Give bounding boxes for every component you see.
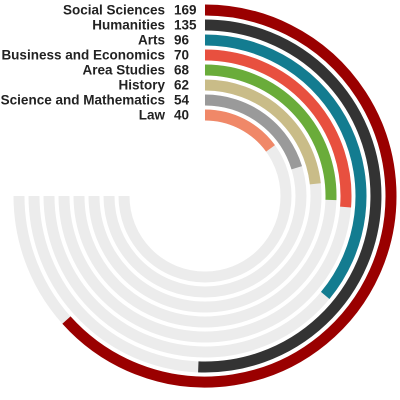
bar-science-and-mathematics (204, 94, 303, 170)
label-business-and-economics: Business and Economics (1, 48, 165, 63)
bar-law (204, 109, 275, 152)
value-history: 62 (174, 78, 189, 93)
bar-arts (204, 34, 367, 299)
value-area-studies: 68 (174, 63, 190, 78)
bar-history (204, 79, 321, 185)
value-science-and-mathematics: 54 (174, 93, 190, 108)
bar-social-sciences (62, 4, 397, 388)
label-history: History (118, 78, 165, 93)
label-arts: Arts (138, 33, 165, 48)
bar-area-studies (204, 64, 337, 201)
value-humanities: 135 (174, 18, 197, 33)
value-arts: 96 (174, 33, 190, 48)
bars-layer (62, 4, 397, 388)
label-area-studies: Area Studies (82, 63, 165, 78)
value-business-and-economics: 70 (174, 48, 189, 63)
label-law: Law (139, 108, 166, 123)
label-science-and-mathematics: Science and Mathematics (1, 93, 165, 108)
value-social-sciences: 169 (174, 3, 197, 18)
value-law: 40 (174, 108, 189, 123)
label-humanities: Humanities (92, 18, 165, 33)
bar-business-and-economics (204, 49, 352, 208)
labels-layer: Social Sciences 169 Humanities 135 Arts 96 Bus… (1, 3, 197, 123)
bar-humanities (198, 19, 382, 373)
label-social-sciences: Social Sciences (63, 3, 165, 18)
